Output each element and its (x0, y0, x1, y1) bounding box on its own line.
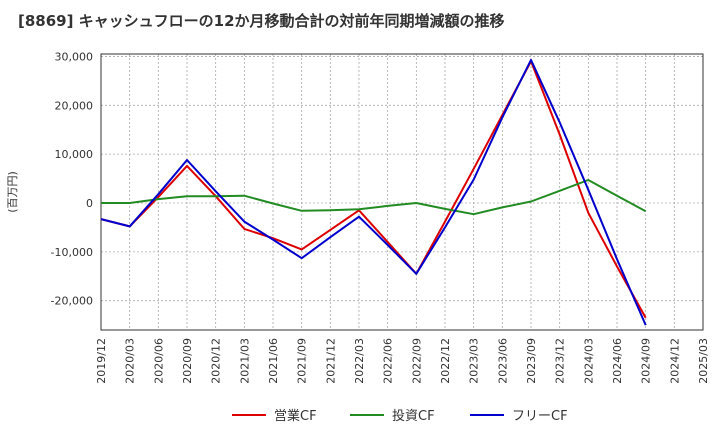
x-tick-label: 2022/12 (439, 338, 452, 384)
x-tick-label: 2025/03 (697, 338, 710, 384)
legend-item: 投資CF (350, 408, 435, 424)
x-tick-label: 2024/12 (668, 338, 681, 384)
x-tick-label: 2023/06 (496, 338, 509, 384)
y-tick-label: 0 (86, 197, 93, 210)
legend-label: 営業CF (274, 408, 317, 424)
series-line (101, 179, 647, 216)
y-tick-label: 20,000 (55, 99, 94, 112)
x-tick-label: 2023/03 (468, 338, 481, 384)
legend-item: フリーCF (470, 409, 568, 424)
x-tick-label: 2021/09 (296, 338, 309, 384)
series-layer (100, 58, 647, 326)
y-tick-label: 10,000 (55, 148, 94, 161)
legend-label: フリーCF (512, 409, 568, 424)
series-line (100, 58, 647, 326)
x-tick-label: 2021/12 (324, 338, 337, 384)
y-tick-label: -10,000 (51, 246, 93, 259)
legend-label: 投資CF (392, 408, 435, 424)
y-axis-label: (百万円) (6, 171, 19, 213)
x-tick-label: 2020/12 (210, 338, 223, 384)
x-tick-label: 2021/06 (267, 338, 280, 384)
x-tick-label: 2019/12 (95, 338, 108, 384)
x-tick-label: 2020/06 (152, 338, 165, 384)
x-tick-label: 2024/09 (640, 338, 653, 384)
x-tick-label: 2020/09 (181, 338, 194, 384)
y-tick-label: 30,000 (55, 50, 94, 63)
plot-area (100, 53, 704, 331)
x-tick-label: 2022/09 (410, 338, 423, 384)
x-tick-label: 2021/03 (238, 338, 251, 384)
series-line (100, 60, 647, 319)
grid-lines (100, 54, 704, 330)
chart-title: [8869] キャッシュフローの12か月移動合計の対前年同期増減額の推移 (18, 12, 505, 30)
x-tick-label: 2024/06 (611, 338, 624, 384)
legend: 営業CF 投資CF フリーCF (232, 408, 568, 424)
x-tick-label: 2020/03 (124, 338, 137, 384)
x-tick-label: 2022/06 (382, 338, 395, 384)
x-tick-label: 2023/12 (554, 338, 567, 384)
x-tick-label: 2022/03 (353, 338, 366, 384)
x-tick-label: 2023/09 (525, 338, 538, 384)
y-axis: 30,000 20,000 10,000 0 -10,000 -20,000 (51, 50, 93, 307)
y-tick-label: -20,000 (51, 295, 93, 308)
x-axis: 2019/12 2020/03 2020/06 2020/09 2020/12 2021/… (95, 338, 710, 384)
x-tick-label: 2024/03 (582, 338, 595, 384)
legend-item: 営業CF (232, 408, 317, 424)
